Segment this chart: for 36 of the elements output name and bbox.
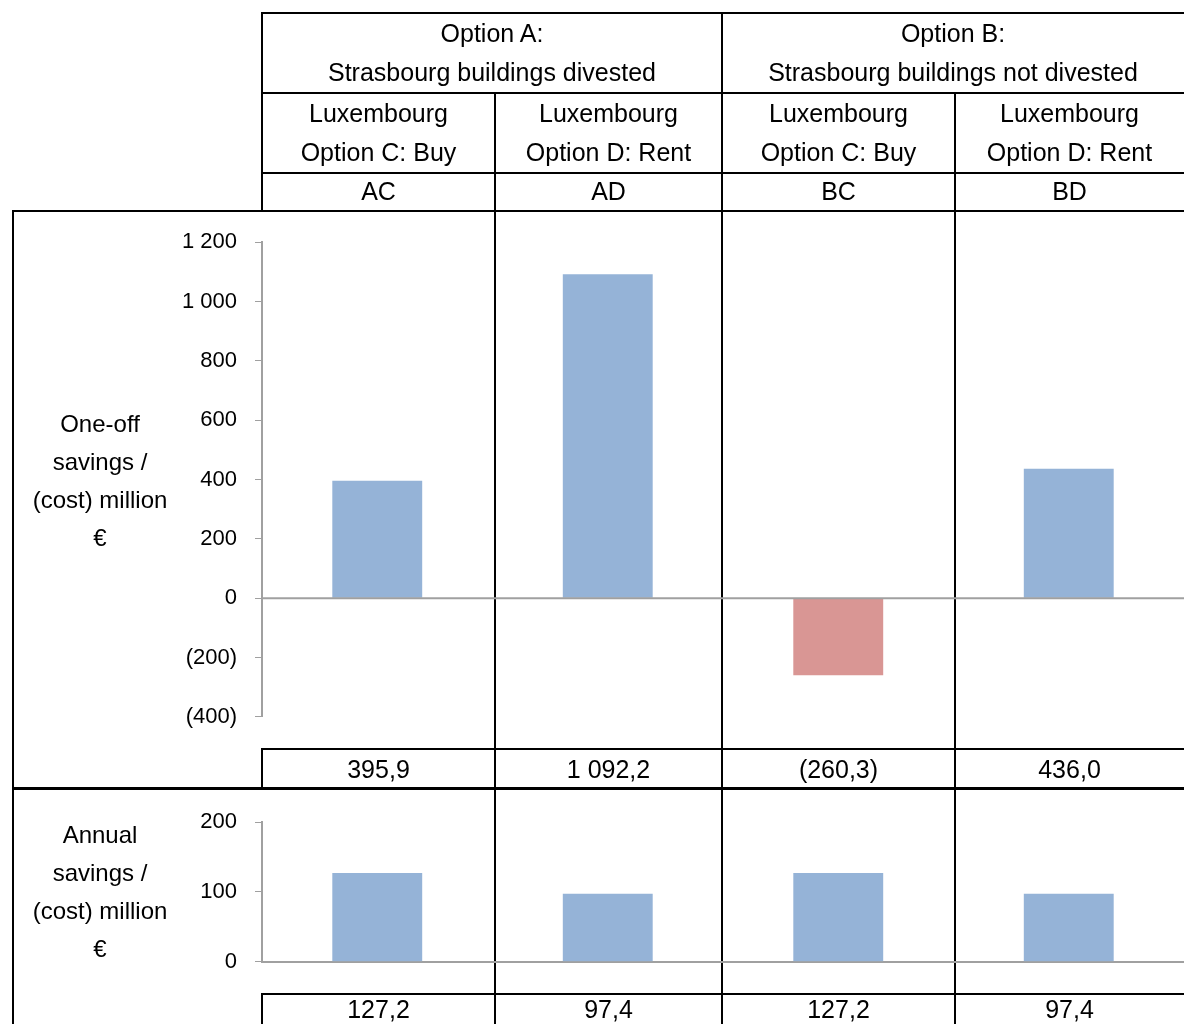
y-tick-label: 1 000: [181, 287, 237, 313]
bar: [562, 274, 653, 598]
text: Luxembourg Option C: Buy: [759, 98, 918, 168]
data-label: 1 092,2: [565, 753, 652, 785]
bar: [1023, 468, 1114, 598]
text: Luxembourg Option D: Rent: [985, 98, 1154, 168]
y-tick-label: (200): [185, 643, 237, 669]
text: Option B: Strasbourg buildings not divested: [767, 18, 1139, 88]
bar: [793, 598, 884, 676]
x-tick-label: BD: [1051, 176, 1088, 207]
data-label: 97,4: [583, 994, 634, 1024]
text: Luxembourg Option C: Buy: [299, 98, 458, 168]
y-tick-label: (400): [185, 702, 237, 728]
data-label: 127,2: [806, 994, 871, 1024]
y-tick-label: 100: [200, 877, 237, 903]
y-tick-label: 0: [224, 947, 237, 973]
y-tick-label: 200: [200, 524, 237, 550]
data-label: 127,2: [346, 994, 411, 1024]
y-tick-label: 600: [200, 406, 237, 432]
y-tick-label: 200: [200, 808, 237, 834]
data-label: 97,4: [1044, 994, 1095, 1024]
bar: [332, 480, 423, 598]
data-label: (260,3): [797, 753, 880, 785]
data-label: 436,0: [1037, 753, 1102, 785]
x-tick-label: BC: [820, 176, 857, 207]
y-tick-label: 1 200: [181, 228, 237, 254]
y-tick-label: 0: [224, 584, 237, 610]
y-tick-label: 800: [200, 346, 237, 372]
text: Luxembourg Option D: Rent: [524, 98, 693, 168]
y-tick-label: 400: [200, 465, 237, 491]
data-label: 395,9: [346, 753, 411, 785]
text: Option A: Strasbourg buildings divested: [327, 18, 657, 88]
y-axis-title: One-off savings / (cost) million €: [31, 408, 169, 553]
y-axis-title: Annual savings / (cost) million €: [31, 819, 169, 964]
x-tick-label: AC: [360, 176, 397, 207]
x-tick-label: AD: [590, 176, 627, 207]
